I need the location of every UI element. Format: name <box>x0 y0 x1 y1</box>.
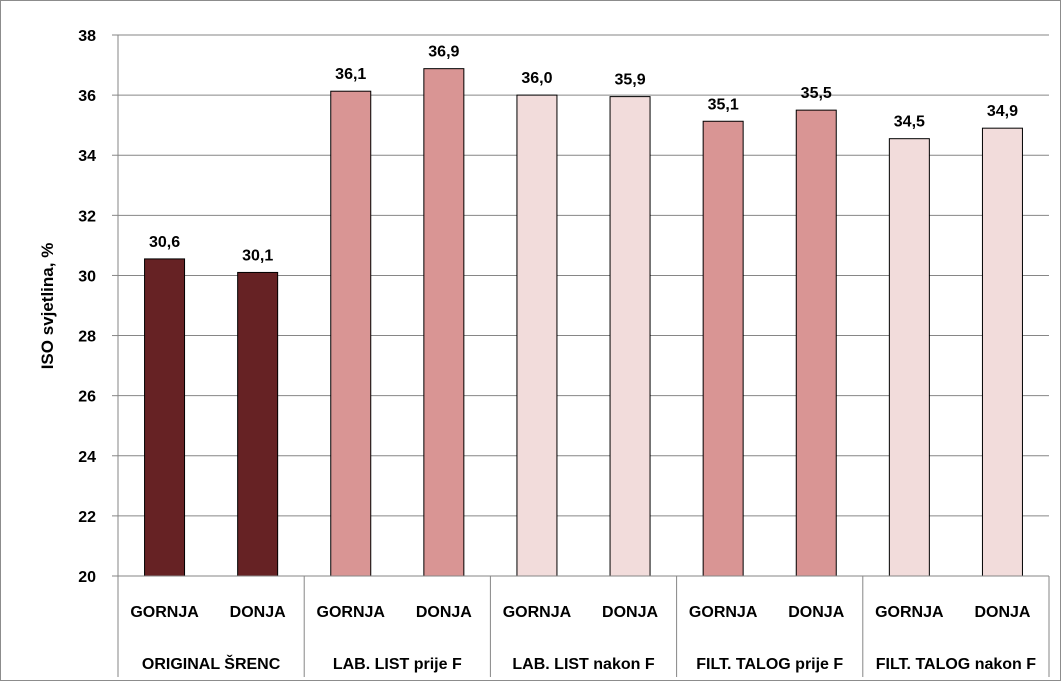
y-axis-title: ISO svjetlina, % <box>38 243 57 370</box>
bar <box>702 120 744 577</box>
data-label: 30,1 <box>242 247 273 264</box>
x-group-label: LAB. LIST prije F <box>333 656 462 673</box>
x-category-label: DONJA <box>230 604 286 621</box>
y-tick-label: 36 <box>78 88 96 105</box>
x-category-label: DONJA <box>416 604 472 621</box>
data-label: 35,9 <box>614 72 645 89</box>
x-category-label: GORNJA <box>503 604 572 621</box>
data-label: 34,9 <box>987 103 1018 120</box>
bar <box>144 258 186 577</box>
bar <box>330 90 372 577</box>
y-tick-label: 30 <box>78 268 96 285</box>
y-tick-label: 20 <box>78 569 96 586</box>
bar <box>237 271 279 577</box>
data-label: 35,5 <box>801 85 832 102</box>
labels: 20 22 24 26 28 30 32 34 36 38 30,6 GORNJA 30,1 DONJA 3… <box>78 28 1036 673</box>
y-tick-label: 22 <box>78 509 96 526</box>
data-label: 35,1 <box>708 96 739 113</box>
x-category-label: GORNJA <box>875 604 944 621</box>
data-label: 36,0 <box>521 70 552 87</box>
bar <box>981 127 1023 577</box>
x-category-label: GORNJA <box>317 604 386 621</box>
x-category-label: DONJA <box>788 604 844 621</box>
data-label: 30,6 <box>149 234 180 251</box>
x-category-label: DONJA <box>974 604 1030 621</box>
y-tick-label: 24 <box>78 449 96 466</box>
y-tick-label: 28 <box>78 329 96 346</box>
data-label: 34,5 <box>894 114 925 131</box>
data-label: 36,9 <box>428 44 459 61</box>
x-category-label: GORNJA <box>130 604 199 621</box>
bar <box>795 109 837 577</box>
y-tick-label: 26 <box>78 389 96 406</box>
y-tick-label: 34 <box>78 148 96 165</box>
bar <box>516 94 558 577</box>
bar <box>609 96 651 577</box>
y-tick-label: 38 <box>78 28 96 45</box>
y-tick-label: 32 <box>78 208 96 225</box>
x-group-label: FILT. TALOG nakon F <box>876 656 1037 673</box>
x-group-label: LAB. LIST nakon F <box>512 656 654 673</box>
axes <box>112 34 1050 677</box>
x-category-label: GORNJA <box>689 604 758 621</box>
bar <box>423 68 465 577</box>
x-category-label: DONJA <box>602 604 658 621</box>
data-label: 36,1 <box>335 66 366 83</box>
bars <box>144 68 1023 577</box>
x-group-label: FILT. TALOG prije F <box>696 656 843 673</box>
bar <box>888 138 930 577</box>
x-group-label: ORIGINAL ŠRENC <box>142 654 281 673</box>
